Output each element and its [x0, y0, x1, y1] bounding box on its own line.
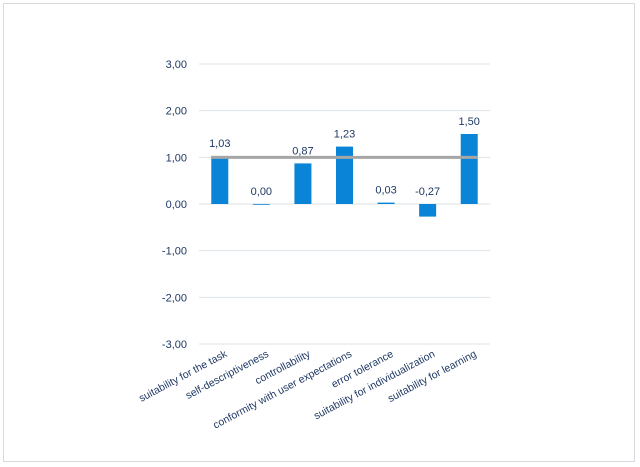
chart-frame: 3,00 2,00 1,00 0,00 -1,00 -2,00 -3,00 1,03 0,00…: [3, 3, 635, 462]
data-label: -0,27: [415, 186, 440, 198]
bar: [419, 204, 437, 217]
y-axis-ticks: 3,00 2,00 1,00 0,00 -1,00 -2,00 -3,00: [162, 59, 187, 351]
bars: [211, 134, 478, 217]
y-tick-label: -3,00: [162, 339, 187, 351]
y-tick-label: 3,00: [166, 59, 187, 71]
y-tick-label: 0,00: [166, 199, 187, 211]
y-tick-label: -1,00: [162, 246, 187, 258]
data-label: 1,03: [209, 138, 230, 150]
data-label: 1,23: [334, 129, 355, 141]
bar: [460, 134, 478, 204]
data-label: 1,50: [459, 116, 480, 128]
data-label: 0,87: [292, 145, 313, 157]
y-tick-label: 1,00: [166, 152, 187, 164]
data-label: 0,03: [375, 185, 396, 197]
bar: [336, 146, 353, 204]
data-labels: 1,03 0,00 0,87 1,23 0,03 -0,27 1,50: [209, 116, 480, 198]
bar: [294, 163, 312, 204]
bar: [377, 202, 395, 204]
y-tick-label: 2,00: [166, 106, 187, 118]
y-tick-label: -2,00: [162, 292, 187, 304]
bar-chart: 3,00 2,00 1,00 0,00 -1,00 -2,00 -3,00 1,03 0,00…: [137, 59, 490, 432]
bar: [252, 204, 270, 205]
category-labels: suitability for the taskself-descriptive…: [137, 348, 479, 432]
data-label: 0,00: [251, 186, 272, 198]
bar: [211, 155, 229, 204]
